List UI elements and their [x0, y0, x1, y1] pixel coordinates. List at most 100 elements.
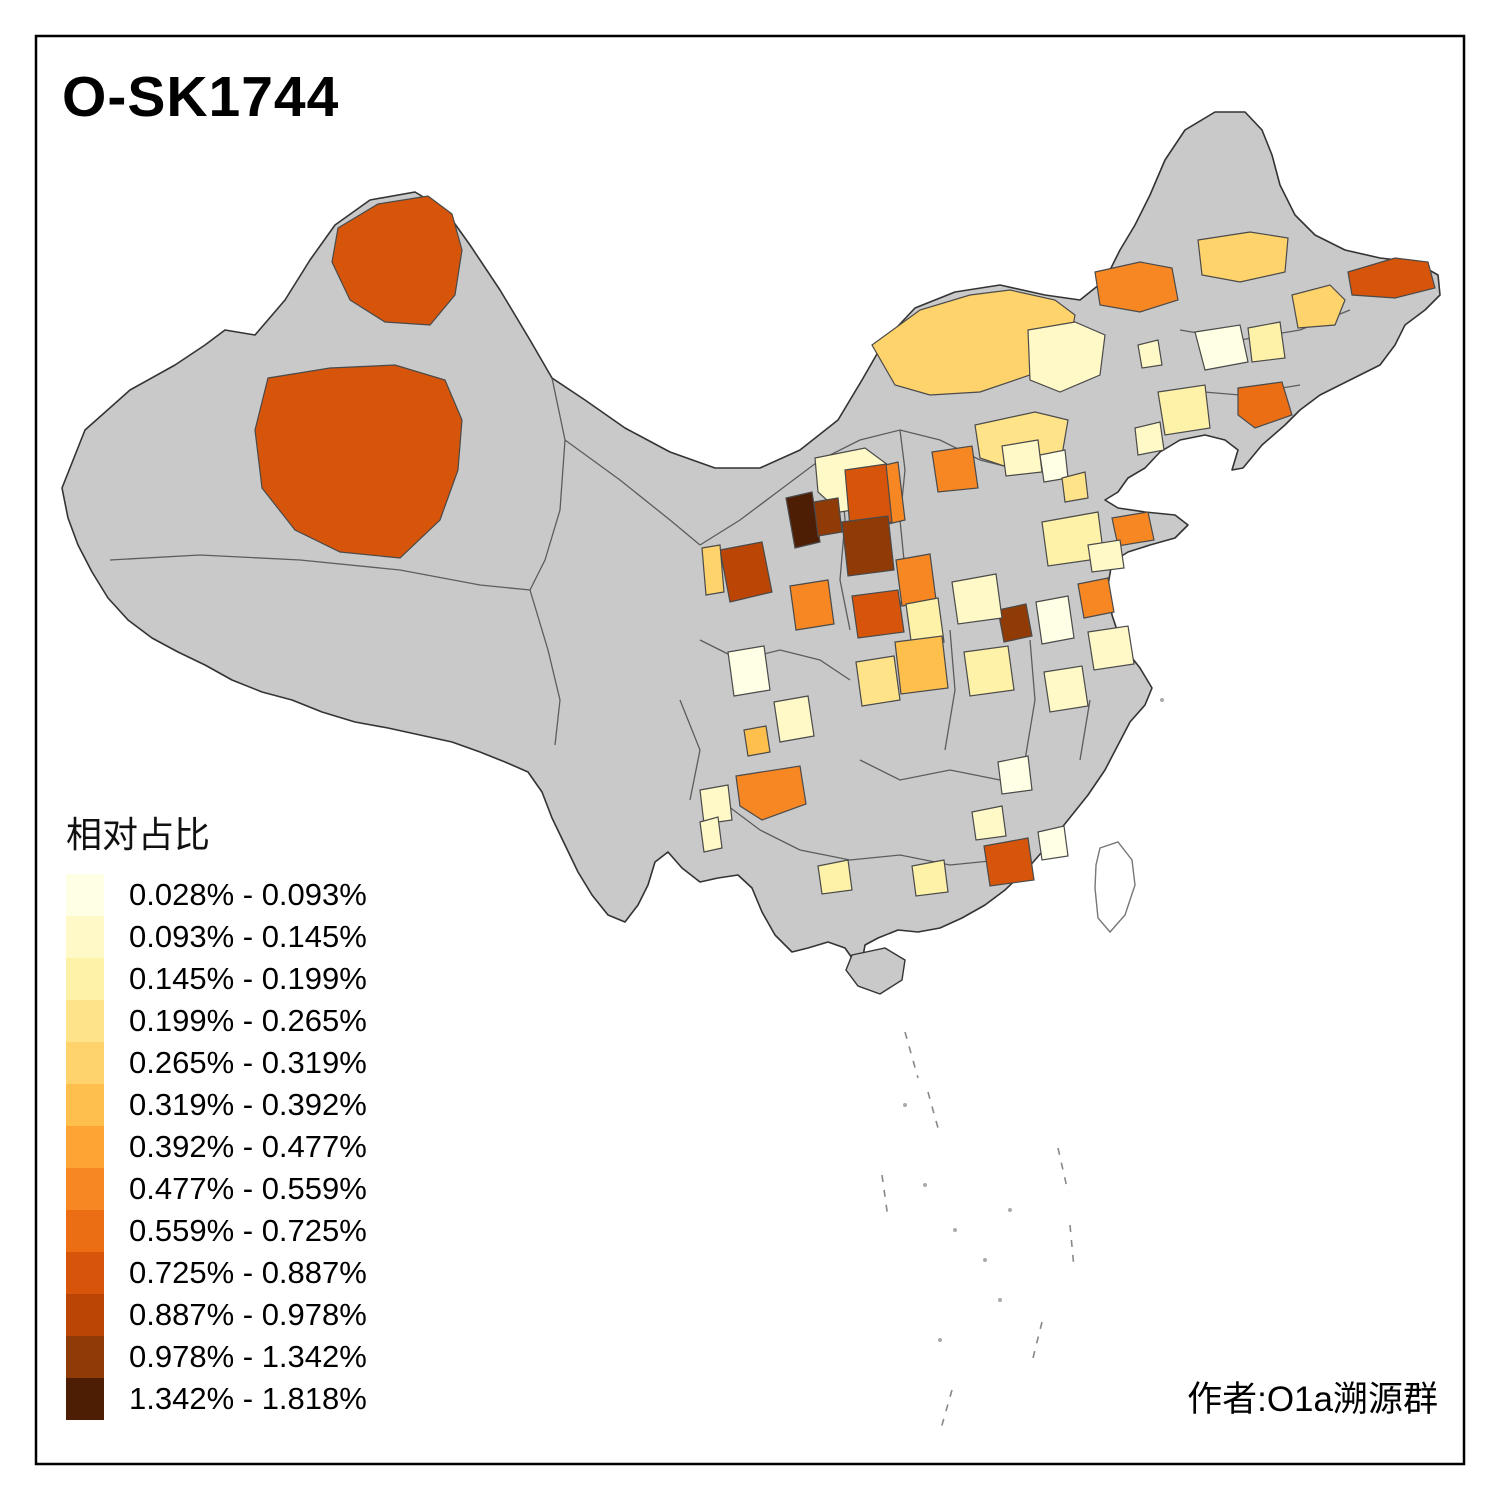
legend-items: 0.028% - 0.093% 0.093% - 0.145% 0.145% - 0… [66, 874, 367, 1420]
map-region-anhui-pale [1043, 665, 1089, 713]
map-region-inner-mongolia-pale [1027, 321, 1106, 393]
legend: 相对占比 0.028% - 0.093% 0.093% - 0.145% 0.145… [66, 806, 367, 1420]
map-region-shaanbei-darkbrown [813, 497, 843, 537]
map-region-sichuan-pale-n [727, 645, 771, 697]
small-islands [903, 698, 1164, 1342]
map-region-ne-pale-band [1197, 231, 1289, 283]
map-regions [254, 195, 1436, 897]
map-region-ne-far-east-orange [1347, 257, 1436, 299]
hainan-island [845, 947, 906, 995]
map-region-ne-pale-3 [1134, 421, 1165, 456]
legend-label: 0.145% - 0.199% [129, 961, 367, 996]
legend-label: 0.978% - 1.342% [129, 1339, 367, 1374]
legend-title: 相对占比 [66, 814, 211, 855]
map-region-shaanbei-darkest [785, 491, 821, 549]
legend-swatch [66, 1210, 104, 1252]
legend-swatch [66, 1336, 104, 1378]
map-region-shandong-orange [1111, 511, 1155, 547]
legend-row: 0.559% - 0.725% [66, 1210, 367, 1252]
map-region-henan-darkbrown-small [997, 603, 1033, 643]
legend-label: 0.028% - 0.093% [129, 877, 367, 912]
map-region-liaoning-orange [1237, 381, 1293, 429]
legend-row: 0.477% - 0.559% [66, 1168, 367, 1210]
legend-label: 0.319% - 0.392% [129, 1087, 367, 1122]
legend-row: 0.093% - 0.145% [66, 916, 367, 958]
map-region-jiangsu-orange [1077, 577, 1115, 619]
legend-row: 0.319% - 0.392% [66, 1084, 367, 1126]
attribution: 作者:O1a溯源群 [1187, 1380, 1438, 1419]
south-sea-dash-line [881, 1031, 1075, 1433]
map-region-henan-pale-e [1035, 595, 1075, 645]
legend-label: 0.725% - 0.887% [129, 1255, 367, 1290]
legend-label: 0.199% - 0.265% [129, 1003, 367, 1038]
plot-border [34, 34, 1466, 1466]
legend-row: 1.342% - 1.818% [66, 1378, 367, 1420]
page-title: O-SK1744 [62, 65, 340, 129]
map-region-gansu-yellow-strip [701, 544, 725, 596]
legend-swatch [66, 1378, 104, 1420]
map-region-jilin-pale-2 [1247, 321, 1286, 363]
legend-row: 0.199% - 0.265% [66, 1000, 367, 1042]
legend-swatch [66, 874, 104, 916]
legend-swatch [66, 1126, 104, 1168]
map-region-shanxi-darkbrown-big [841, 515, 895, 577]
legend-row: 0.028% - 0.093% [66, 874, 367, 916]
china-outline [61, 111, 1441, 963]
map-region-tianjin-pale [1061, 471, 1089, 503]
legend-swatch [66, 1000, 104, 1042]
map-region-hubei-pale-e [963, 645, 1015, 697]
legend-row: 0.145% - 0.199% [66, 958, 367, 1000]
map-region-sichuan-pale-s [699, 784, 733, 825]
map-region-liaoning-pale [1157, 384, 1211, 436]
map-region-shanxi-red-orange [844, 463, 893, 529]
map-region-hubei-pale [855, 655, 901, 707]
legend-swatch [66, 1084, 104, 1126]
map-region-guizhou-pale [817, 859, 853, 895]
map-region-hebei-pale-2 [1001, 439, 1043, 477]
map-region-hunan-pale [911, 859, 949, 897]
legend-row: 0.887% - 0.978% [66, 1294, 367, 1336]
map-region-ningxia-orange [789, 579, 835, 631]
map-region-jiangsu-pale [1087, 625, 1135, 671]
taiwan-island [1094, 841, 1136, 934]
map-region-hunan-pale-2 [971, 805, 1007, 841]
legend-swatch [66, 958, 104, 1000]
legend-label: 0.559% - 0.725% [129, 1213, 367, 1248]
map-region-sichuan-pale [773, 695, 815, 743]
legend-swatch [66, 1168, 104, 1210]
legend-row: 0.725% - 0.887% [66, 1252, 367, 1294]
legend-label: 0.093% - 0.145% [129, 919, 367, 954]
map-region-small-pale-ne [1137, 339, 1163, 369]
legend-swatch [66, 1294, 104, 1336]
legend-label: 0.477% - 0.559% [129, 1171, 367, 1206]
map-region-jiangxi-pale [997, 755, 1033, 795]
map-region-shandong-s-pale [1087, 539, 1125, 573]
map-region-sichuan-small-orange [743, 725, 771, 757]
map-region-jilin-pale [1194, 324, 1249, 371]
map-region-pale-mid [905, 597, 945, 649]
map-region-gansu-dark [719, 541, 773, 603]
map-region-xinjiang-north [331, 195, 463, 326]
map-region-xian-red [851, 589, 905, 639]
map-region-guangdong-red [983, 837, 1035, 887]
map-region-ne-orange-2 [1291, 284, 1346, 329]
legend-row: 0.978% - 1.342% [66, 1336, 367, 1378]
map-region-hubei-orange [894, 635, 949, 695]
legend-label: 0.392% - 0.477% [129, 1129, 367, 1164]
legend-row: 0.392% - 0.477% [66, 1126, 367, 1168]
map-region-henan-pale [951, 573, 1003, 625]
legend-swatch [66, 1042, 104, 1084]
legend-row: 0.265% - 0.319% [66, 1042, 367, 1084]
legend-label: 0.887% - 0.978% [129, 1297, 367, 1332]
map-region-fujian-pale [1037, 825, 1069, 861]
map-region-hulunbuir-orange [1094, 261, 1179, 313]
map-region-xinjiang-central [254, 364, 463, 559]
map-region-shanxi-north-orange [931, 445, 979, 493]
legend-label: 1.342% - 1.818% [129, 1381, 367, 1416]
map-region-yunnan-pale [699, 816, 723, 853]
legend-swatch [66, 916, 104, 958]
legend-swatch [66, 1252, 104, 1294]
legend-label: 0.265% - 0.319% [129, 1045, 367, 1080]
map-region-orange-mid [895, 553, 937, 607]
